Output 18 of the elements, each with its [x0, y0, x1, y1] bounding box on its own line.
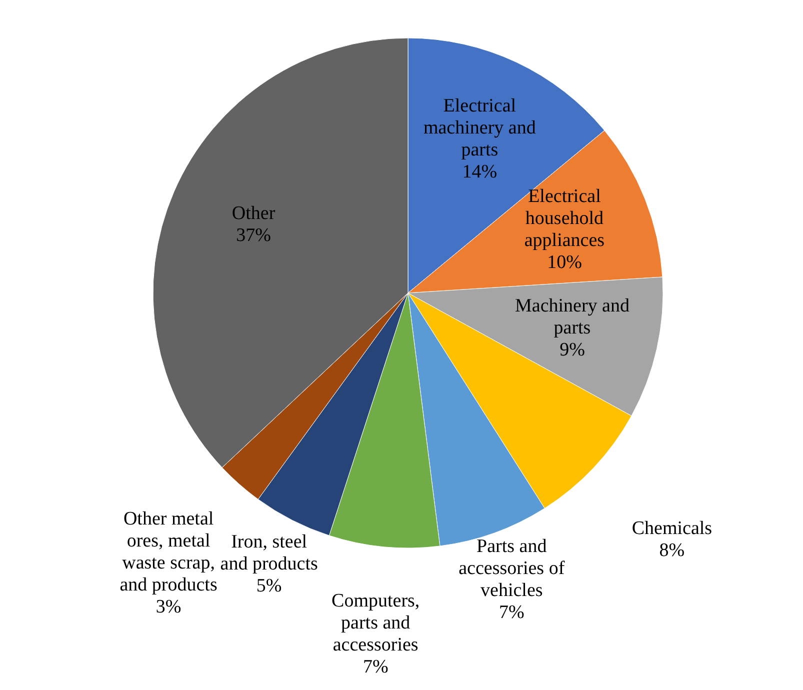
data-label: 7% [498, 602, 524, 624]
data-label: 14% [462, 162, 498, 184]
slice-label: Other [232, 204, 276, 225]
slice-label: Computers, parts and accessories [332, 591, 420, 656]
data-label: 7% [362, 657, 388, 678]
slice-label: Electrical machinery and parts [423, 96, 536, 162]
data-label: 5% [256, 576, 282, 598]
slice-label: Electrical household appliances [524, 186, 605, 252]
slice-label: Iron, steel and products [220, 532, 318, 576]
data-label: 9% [560, 340, 586, 362]
data-label: 8% [659, 540, 685, 562]
data-label: 3% [156, 596, 182, 618]
slice-label: Machinery and parts [515, 296, 630, 340]
data-label: 37% [236, 226, 272, 247]
data-label: 10% [547, 252, 582, 274]
slice-label: Parts and accessories of vehicles [458, 536, 566, 602]
slice-label: Other metal ores, metal waste scrap, and products [120, 508, 218, 596]
slice-label: Chemicals [632, 518, 712, 540]
